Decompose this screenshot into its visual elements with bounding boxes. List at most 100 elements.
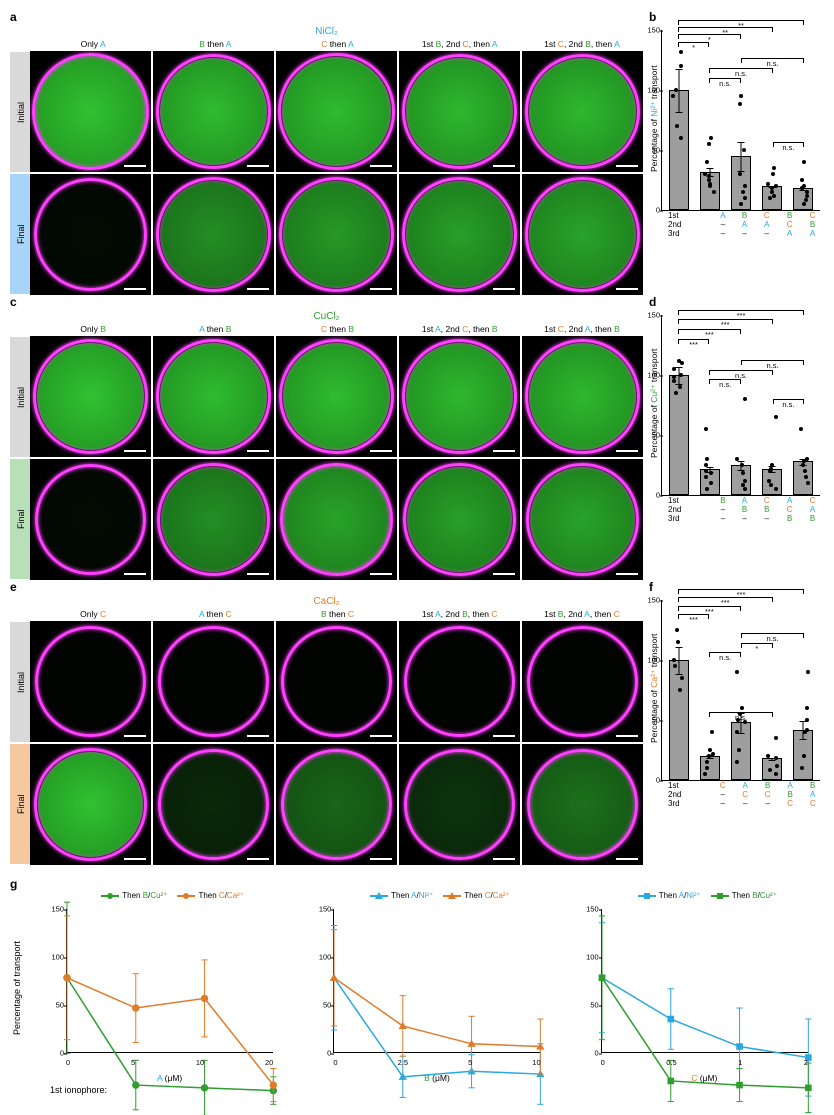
legend: Then B/Cu²⁺Then C/Ca²⁺ <box>72 891 273 900</box>
y-tick: 50 <box>652 146 660 155</box>
legend-item: Then A/Ni²⁺ <box>370 891 433 900</box>
row-label: Initial <box>10 622 30 742</box>
column-header: 1st A, 2nd C, then B <box>399 324 521 336</box>
data-point <box>805 728 809 732</box>
scale-bar <box>370 735 392 738</box>
significance-bracket: ** <box>678 20 804 30</box>
data-point <box>774 487 778 491</box>
y-tick: 150 <box>42 905 64 914</box>
legend: Then A/Ni²⁺Then B/Cu²⁺ <box>607 891 808 900</box>
y-tick: 50 <box>652 716 660 725</box>
x-label: A (μM) <box>66 1073 273 1083</box>
column-header: 1st C, 2nd A, then B <box>521 324 643 336</box>
micrograph-cell <box>153 459 274 580</box>
micrograph-grid <box>30 51 643 295</box>
data-point <box>743 487 747 491</box>
scale-bar <box>616 858 638 861</box>
bar <box>700 756 720 780</box>
micrograph-cell <box>399 744 520 865</box>
y-tick: 0 <box>656 776 660 785</box>
panel-label-g: g <box>10 877 824 891</box>
panel-title-c: CuCl₂ <box>10 311 643 322</box>
data-point <box>671 94 675 98</box>
y-tick: 100 <box>647 371 660 380</box>
y-tick: 100 <box>42 953 64 962</box>
data-point <box>705 160 709 164</box>
scale-bar <box>370 450 392 453</box>
significance-bracket: *** <box>678 589 804 599</box>
micrograph-cell <box>30 51 151 172</box>
panel-title-e: CaCl₂ <box>10 596 643 607</box>
data-point <box>679 373 683 377</box>
data-point <box>743 196 747 200</box>
scale-bar <box>493 573 515 576</box>
micrograph-cell <box>30 621 151 742</box>
scale-bar <box>493 858 515 861</box>
legend-item: Then B/Cu²⁺ <box>101 891 167 900</box>
data-point <box>766 754 770 758</box>
scale-bar <box>247 165 269 168</box>
row-label: Initial <box>10 52 30 172</box>
y-tick: 100 <box>647 656 660 665</box>
micrograph-cell <box>276 51 397 172</box>
line-chart: Then A/Ni²⁺Then B/Cu²⁺05010015000.512C (… <box>567 893 814 1083</box>
y-tick: 0 <box>309 1049 331 1058</box>
data-point <box>772 166 776 170</box>
data-point <box>804 475 808 479</box>
micrograph-panel-e: eCaCl₂Only CA then CB then C1st A, 2nd B… <box>10 580 643 865</box>
column-headers: Only AB then AC then A1st B, 2nd C, then… <box>32 39 643 51</box>
micrograph-cell <box>276 621 397 742</box>
data-point <box>742 148 746 152</box>
micrograph-grid <box>30 621 643 865</box>
column-header: C then A <box>276 39 398 51</box>
y-tick: 50 <box>652 431 660 440</box>
scale-bar <box>247 858 269 861</box>
x-ticks: 02.5510 <box>333 1058 540 1067</box>
significance-bracket: n.s. <box>741 360 804 370</box>
column-header: A then B <box>154 324 276 336</box>
significance-bracket: * <box>741 643 773 653</box>
data-point <box>708 182 712 186</box>
data-point <box>707 178 711 182</box>
data-point <box>739 94 743 98</box>
scale-bar <box>247 450 269 453</box>
y-tick: 0 <box>577 1049 599 1058</box>
scale-bar <box>616 735 638 738</box>
column-header: B then A <box>154 39 276 51</box>
data-point <box>740 463 744 467</box>
bar <box>793 188 813 210</box>
panel-label-e: e <box>10 580 643 594</box>
data-point <box>737 748 741 752</box>
scale-bar <box>124 735 146 738</box>
scale-bar <box>493 735 515 738</box>
micrograph-cell <box>522 174 643 295</box>
panel-label-a: a <box>10 10 643 24</box>
data-point <box>806 670 810 674</box>
data-point <box>767 479 771 483</box>
significance-bracket: n.s. <box>709 78 741 88</box>
column-header: 1st B, 2nd C, then A <box>399 39 521 51</box>
column-header: Only B <box>32 324 154 336</box>
panel-g-ylabel: Percentage of transport <box>10 893 22 1083</box>
data-point <box>712 190 716 194</box>
bar-plot: 050100150************n.s.n.s.n.s.n.s. <box>661 315 820 496</box>
scale-bar <box>616 450 638 453</box>
bar-plot: 050100150******n.s.n.s.n.s.n.s. <box>661 30 820 211</box>
data-point <box>735 730 739 734</box>
data-point <box>743 184 747 188</box>
data-point <box>774 415 778 419</box>
column-header: B then C <box>276 609 398 621</box>
significance-bracket: *** <box>678 339 710 349</box>
y-tick: 100 <box>647 86 660 95</box>
data-point <box>770 190 774 194</box>
data-point <box>676 640 680 644</box>
data-point <box>769 467 773 471</box>
data-point <box>709 136 713 140</box>
plot-area <box>66 909 273 1053</box>
scale-bar <box>124 858 146 861</box>
significance-bracket: n.s. <box>741 58 804 68</box>
bar <box>669 375 689 495</box>
bar-plot: 050100150************n.s.*n.s.n.s. <box>661 600 820 781</box>
data-point <box>735 670 739 674</box>
scale-bar <box>124 450 146 453</box>
